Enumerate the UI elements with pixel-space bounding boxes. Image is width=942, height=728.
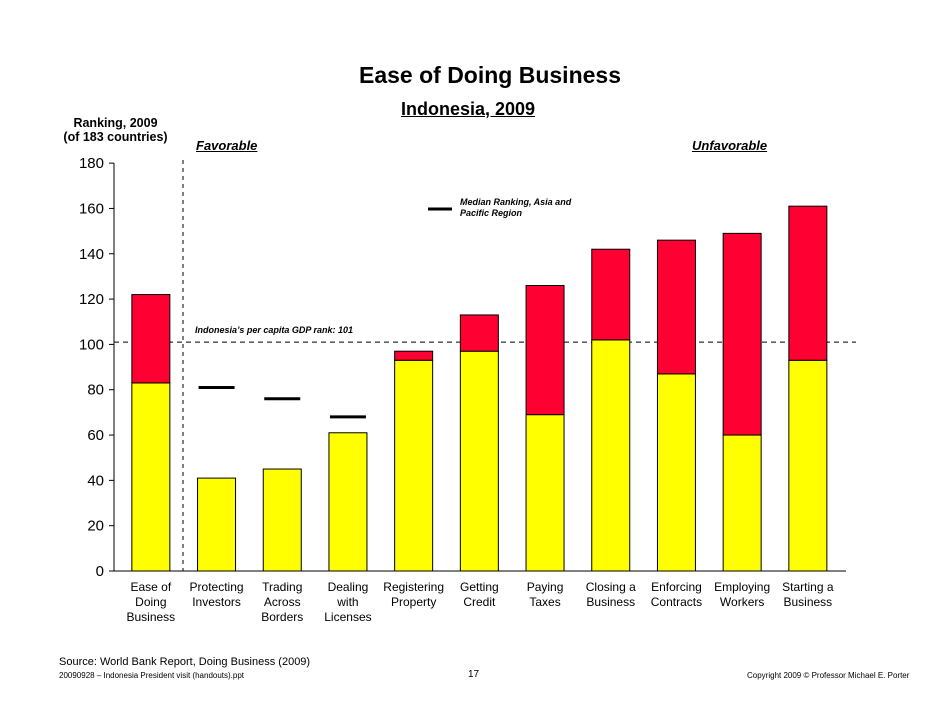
unfavorable-label: Unfavorable [692,138,768,153]
bar-median-segment [394,359,434,572]
y-tick-label: 180 [79,155,104,172]
bar-gap-segment [525,284,565,416]
y-tick-label: 160 [79,200,104,217]
category-label-line: Getting [460,580,499,594]
category-label-line: Across [264,595,301,609]
category-label-line: Investors [192,595,241,609]
category-label: Getting Credit [460,580,499,609]
bar-rank [262,468,302,572]
bar-gap-segment [788,205,828,361]
category-label-line: Closing a [586,580,636,594]
category-label-line: Enforcing [651,580,702,594]
category-label-line: Taxes [529,595,560,609]
category-label: Employing Workers [714,580,770,609]
legend-line2: Pacific Region [460,208,523,218]
category-label-line: Borders [261,610,303,624]
category-label: Dealing with Licenses [324,580,371,624]
category-label-line: Credit [463,595,496,609]
bar-gap-segment [459,314,499,352]
bar-median-segment [525,414,565,572]
bar-gap-segment [394,350,434,361]
bar-median-segment [131,382,171,572]
y-tick-label: 60 [87,427,104,444]
y-tick-label: 20 [87,518,104,535]
bar-median-segment [459,350,499,572]
category-label: Closing a Business [586,580,636,609]
legend-line1: Median Ranking, Asia and [460,197,572,207]
category-label-line: Dealing [328,580,369,594]
bar-median-segment [722,434,762,572]
category-label-line: Starting a [782,580,834,594]
y-tick-label: 120 [79,291,104,308]
category-label-line: Ease of [130,580,171,594]
chart-title: Ease of Doing Business [358,62,621,88]
y-tick-label: 80 [87,382,104,399]
category-label-line: Workers [720,595,764,609]
bar-gap-segment [722,232,762,436]
bar-median-segment [656,373,696,572]
legend-median-label: Median Ranking, Asia and Pacific Region [460,197,571,219]
category-label-line: Business [586,595,635,609]
gdp-rank-reference-label: Indonesia’s per capita GDP rank: 101 [195,325,354,335]
bar-rank [197,477,237,572]
y-tick-label: 0 [96,563,104,580]
bar-gap-segment [591,248,631,341]
chart-subtitle: Indonesia, 2009 [401,99,536,119]
bar-rank [328,432,368,572]
footer-filename: 20090928 – Indonesia President visit (ha… [59,671,245,680]
category-label: Ease of Doing Business [126,580,175,624]
category-label: Protecting Investors [190,580,244,609]
y-tick-label: 100 [79,336,104,353]
category-label-line: Property [391,595,436,609]
category-label-line: Business [126,610,175,624]
category-label: Starting a Business [782,580,834,609]
source-note: Source: World Bank Report, Doing Busines… [59,656,311,668]
bar-gap-segment [131,294,171,384]
category-label-line: with [336,595,358,609]
category-label: Paying Taxes [527,580,564,609]
category-label-line: Doing [135,595,166,609]
category-label-line: Protecting [190,580,244,594]
category-label-line: Trading [262,580,302,594]
category-label-line: Employing [714,580,770,594]
copyright-note: Copyright 2009 © Professor Michael E. Po… [747,671,910,680]
favorable-label: Favorable [196,138,258,153]
category-label: Enforcing Contracts [651,580,702,609]
y-tick-label: 140 [79,246,104,263]
category-label-line: Business [783,595,832,609]
bar-median-segment [788,359,828,572]
y-tick-label: 40 [87,472,104,489]
page-number: 17 [468,669,480,680]
category-label: Registering Property [383,580,444,609]
y-axis-label: Ranking, 2009 (of 183 countries) [48,116,183,144]
category-label-line: Registering [383,580,444,594]
y-axis-label-line1: Ranking, 2009 [73,116,158,130]
y-axis-label-line2: (of 183 countries) [63,130,168,144]
bar-gap-segment [656,239,696,375]
category-label-line: Contracts [651,595,702,609]
bar-median-segment [591,339,631,572]
category-label: Trading Across Borders [261,580,303,624]
category-label-line: Paying [527,580,564,594]
category-label-line: Licenses [324,610,371,624]
